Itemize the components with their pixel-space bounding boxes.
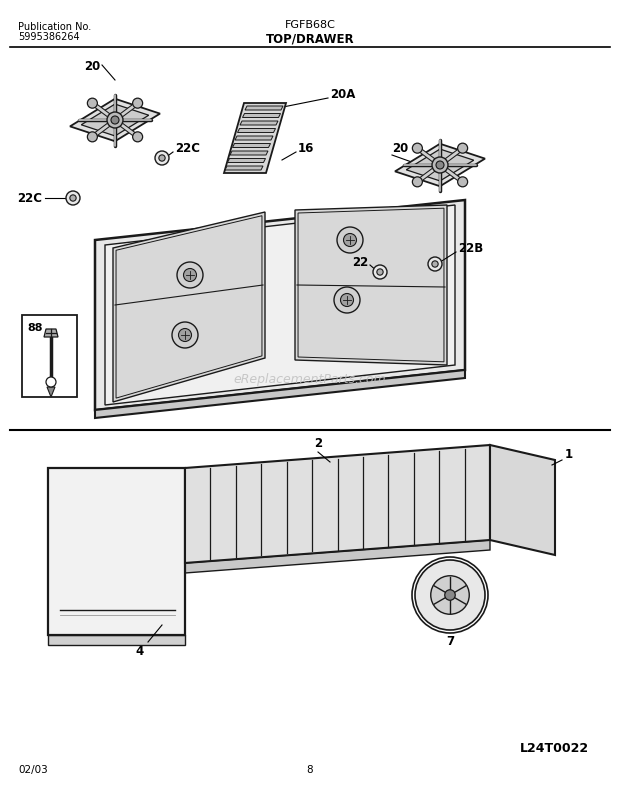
Circle shape [107,112,123,128]
Circle shape [46,377,56,387]
Polygon shape [185,540,490,573]
Circle shape [177,262,203,288]
Circle shape [343,233,356,247]
Polygon shape [48,468,185,635]
Circle shape [133,98,143,108]
Circle shape [436,161,444,169]
Polygon shape [225,166,263,170]
Polygon shape [95,370,465,418]
Text: 7: 7 [446,635,454,648]
Text: 02/03: 02/03 [18,765,48,775]
Text: FGFB68C: FGFB68C [285,20,335,30]
Polygon shape [48,635,185,645]
Circle shape [373,265,387,279]
Polygon shape [228,159,265,163]
Polygon shape [44,329,58,337]
Text: 22B: 22B [458,242,483,255]
Circle shape [334,287,360,313]
Circle shape [133,132,143,142]
Circle shape [432,261,438,267]
Circle shape [377,269,383,275]
Polygon shape [395,144,485,186]
Polygon shape [490,445,555,555]
Polygon shape [113,212,265,402]
Text: 4: 4 [136,645,144,658]
Circle shape [66,191,80,205]
Polygon shape [47,387,55,397]
Polygon shape [95,200,465,410]
Circle shape [431,576,469,615]
Circle shape [111,116,119,124]
Polygon shape [230,151,268,155]
Polygon shape [245,106,283,110]
Text: 2: 2 [314,437,322,450]
Text: L24T0022: L24T0022 [520,742,589,755]
Text: eReplacementParts.com: eReplacementParts.com [234,374,386,386]
Polygon shape [295,205,447,365]
Text: 22C: 22C [17,191,42,205]
Polygon shape [232,144,270,147]
Text: 22: 22 [352,255,368,269]
Text: TOP/DRAWER: TOP/DRAWER [266,32,354,45]
Polygon shape [237,128,275,132]
Polygon shape [70,99,160,141]
Text: 8: 8 [307,765,313,775]
Polygon shape [242,113,280,117]
Text: 20A: 20A [330,89,355,102]
Polygon shape [81,104,149,136]
Circle shape [179,328,192,342]
Text: 22C: 22C [175,141,200,155]
Polygon shape [406,149,474,181]
Text: 20: 20 [84,60,100,73]
Circle shape [70,195,76,201]
Circle shape [432,157,448,173]
Circle shape [428,257,442,271]
Circle shape [87,98,97,108]
Text: 20: 20 [392,141,408,155]
Circle shape [184,269,197,282]
Circle shape [445,590,455,600]
Circle shape [412,177,422,187]
Text: 5995386264: 5995386264 [18,32,79,42]
Text: 16: 16 [298,141,314,155]
Circle shape [458,177,467,187]
Bar [22,315,77,397]
Polygon shape [185,445,490,563]
Circle shape [155,151,169,165]
Circle shape [159,155,165,161]
Circle shape [412,557,488,633]
Text: Publication No.: Publication No. [18,22,91,32]
Circle shape [340,293,353,307]
Polygon shape [235,136,273,140]
Circle shape [337,227,363,253]
Text: 88: 88 [27,323,43,333]
Circle shape [87,132,97,142]
Circle shape [412,144,422,153]
Text: 1: 1 [565,449,573,462]
Polygon shape [105,205,455,405]
Circle shape [172,322,198,348]
Circle shape [458,144,467,153]
Polygon shape [240,121,278,125]
Circle shape [415,560,485,630]
Polygon shape [224,103,286,173]
